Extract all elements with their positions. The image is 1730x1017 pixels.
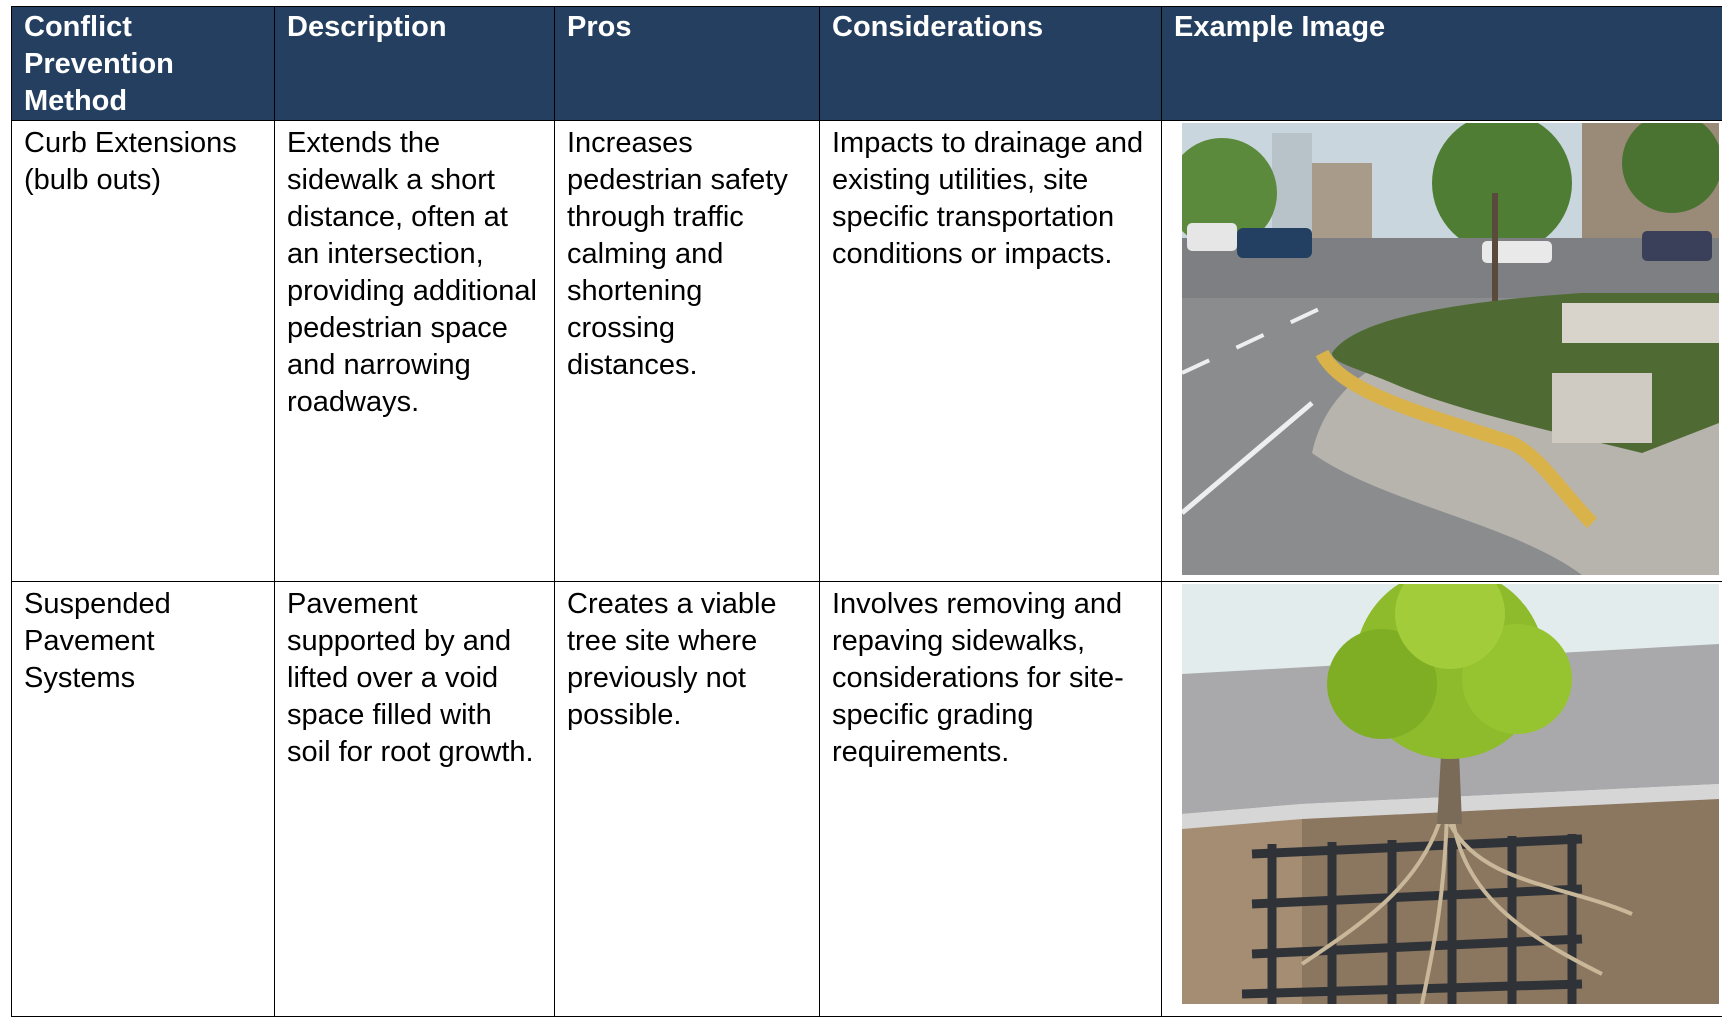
header-cell: Example Image bbox=[1161, 6, 1722, 121]
image-cell bbox=[1161, 581, 1722, 1017]
cell: Involves removing and repaving sidewalks… bbox=[819, 581, 1162, 1017]
header-row: Conflict Prevention Method Description P… bbox=[11, 6, 1722, 121]
comparison-table: Conflict Prevention Method Description P… bbox=[11, 6, 1722, 1017]
cell: Curb Extensions (bulb outs) bbox=[11, 120, 275, 582]
header-cell: Considerations bbox=[819, 6, 1162, 121]
table-row: Suspended Pavement Systems Pavement supp… bbox=[11, 581, 1722, 1017]
table-row: Curb Extensions (bulb outs) Extends the … bbox=[11, 120, 1722, 582]
image-cell bbox=[1161, 120, 1722, 582]
header-cell: Pros bbox=[554, 6, 820, 121]
suspended-pavement-illustration bbox=[1182, 584, 1719, 1004]
cell: Increases pedestrian safety through traf… bbox=[554, 120, 820, 582]
header-cell: Description bbox=[274, 6, 555, 121]
cell: Creates a viable tree site where previou… bbox=[554, 581, 820, 1017]
curb-extension-photo bbox=[1182, 123, 1719, 575]
cell: Suspended Pavement Systems bbox=[11, 581, 275, 1017]
cell: Pavement supported by and lifted over a … bbox=[274, 581, 555, 1017]
cell: Extends the sidewalk a short distance, o… bbox=[274, 120, 555, 582]
header-cell: Conflict Prevention Method bbox=[11, 6, 275, 121]
cell: Impacts to drainage and existing utiliti… bbox=[819, 120, 1162, 582]
